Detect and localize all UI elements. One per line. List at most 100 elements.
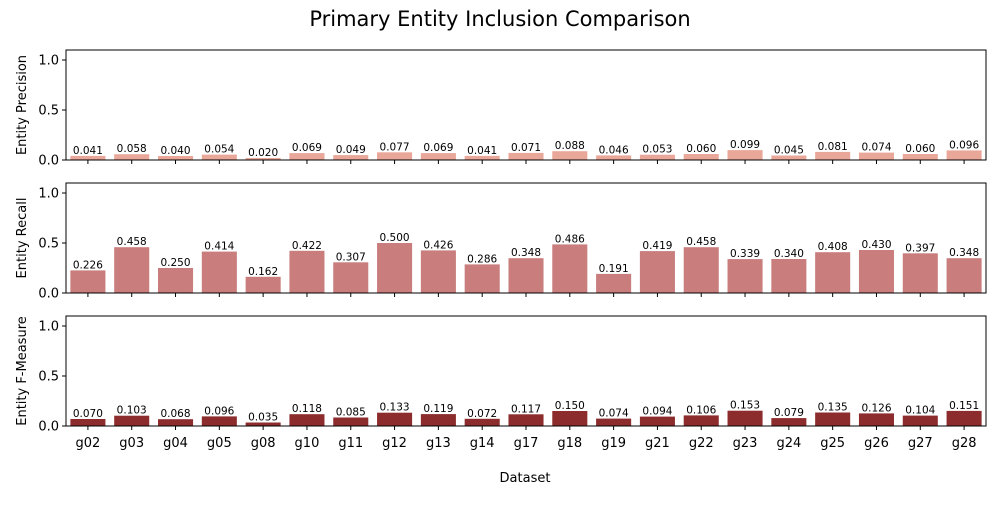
y-axis-label: Entity Precision bbox=[15, 55, 30, 155]
bar-value-label: 0.117 bbox=[511, 403, 541, 415]
bar-value-label: 0.041 bbox=[467, 145, 497, 157]
bar bbox=[946, 258, 982, 293]
bar bbox=[552, 411, 588, 426]
bar-value-label: 0.339 bbox=[730, 248, 760, 260]
bar bbox=[158, 268, 194, 293]
x-axis-label: Dataset bbox=[500, 471, 551, 486]
bar-value-label: 0.135 bbox=[818, 402, 848, 414]
y-tick-label: 0.0 bbox=[38, 154, 59, 169]
y-axis-label: Entity Recall bbox=[15, 198, 30, 279]
bar bbox=[464, 155, 500, 160]
bar-value-label: 0.103 bbox=[117, 405, 147, 417]
bar bbox=[508, 258, 544, 293]
bar-value-label: 0.414 bbox=[204, 241, 234, 253]
bar bbox=[727, 259, 763, 293]
bar bbox=[639, 154, 675, 160]
bar-value-label: 0.060 bbox=[686, 143, 716, 155]
bar-value-label: 0.126 bbox=[861, 402, 891, 414]
bar bbox=[902, 415, 938, 426]
bar-value-label: 0.085 bbox=[336, 407, 366, 419]
bar-value-label: 0.458 bbox=[686, 236, 716, 248]
bar bbox=[464, 264, 500, 293]
x-tick-label: g13 bbox=[426, 436, 451, 451]
bar-value-label: 0.072 bbox=[467, 408, 497, 420]
bar-value-label: 0.077 bbox=[380, 141, 410, 153]
bar-value-label: 0.020 bbox=[248, 147, 278, 159]
chart-title: Primary Entity Inclusion Comparison bbox=[309, 7, 690, 31]
bar bbox=[858, 250, 894, 293]
bar-value-label: 0.286 bbox=[467, 253, 497, 265]
bar bbox=[289, 414, 325, 426]
x-tick-label: g24 bbox=[776, 436, 801, 451]
bar-value-label: 0.054 bbox=[204, 144, 234, 156]
bar bbox=[377, 152, 413, 160]
bar bbox=[377, 412, 413, 426]
x-tick-label: g27 bbox=[908, 436, 933, 451]
bar bbox=[245, 276, 281, 293]
bar-value-label: 0.045 bbox=[774, 145, 804, 157]
x-tick-label: g25 bbox=[820, 436, 845, 451]
bar-value-label: 0.486 bbox=[555, 233, 585, 245]
bar bbox=[946, 410, 982, 426]
bar bbox=[596, 155, 632, 160]
x-tick-label: g28 bbox=[952, 436, 977, 451]
bar-value-label: 0.151 bbox=[949, 400, 979, 412]
bar bbox=[114, 247, 150, 293]
bar bbox=[289, 250, 325, 293]
bar bbox=[815, 151, 851, 160]
bar bbox=[858, 413, 894, 426]
bar bbox=[420, 250, 456, 293]
bar bbox=[552, 244, 588, 293]
bar-value-label: 0.250 bbox=[160, 257, 190, 269]
bar-value-label: 0.150 bbox=[555, 400, 585, 412]
bar-value-label: 0.340 bbox=[774, 248, 804, 260]
bar-value-label: 0.133 bbox=[380, 402, 410, 414]
y-tick-label: 0.5 bbox=[38, 237, 59, 252]
bar-value-label: 0.088 bbox=[555, 140, 585, 152]
bar-value-label: 0.035 bbox=[248, 412, 278, 424]
x-tick-label: g03 bbox=[119, 436, 144, 451]
bar bbox=[508, 152, 544, 160]
bar bbox=[158, 419, 194, 426]
bar-value-label: 0.070 bbox=[73, 408, 103, 420]
bar-value-label: 0.069 bbox=[292, 142, 322, 154]
bar bbox=[245, 422, 281, 426]
bar bbox=[245, 158, 281, 160]
bar bbox=[596, 273, 632, 293]
bar-value-label: 0.094 bbox=[642, 406, 672, 418]
bar bbox=[639, 251, 675, 293]
y-tick-label: 0.5 bbox=[38, 370, 59, 385]
bar bbox=[70, 155, 106, 160]
bar-value-label: 0.153 bbox=[730, 400, 760, 412]
x-tick-label: g26 bbox=[864, 436, 889, 451]
bar-value-label: 0.348 bbox=[949, 247, 979, 259]
x-tick-label: g17 bbox=[514, 436, 539, 451]
bar bbox=[727, 410, 763, 426]
bar-value-label: 0.408 bbox=[818, 241, 848, 253]
x-tick-label: g08 bbox=[251, 436, 276, 451]
bar bbox=[333, 155, 369, 160]
bar-value-label: 0.099 bbox=[730, 139, 760, 151]
bar bbox=[114, 154, 150, 160]
bar bbox=[639, 416, 675, 426]
bar-value-label: 0.500 bbox=[380, 232, 410, 244]
bar bbox=[114, 415, 150, 426]
x-tick-label: g19 bbox=[601, 436, 626, 451]
bar bbox=[333, 417, 369, 426]
bar bbox=[201, 251, 237, 293]
bar-value-label: 0.106 bbox=[686, 404, 716, 416]
bar-value-label: 0.046 bbox=[599, 144, 629, 156]
bar-value-label: 0.040 bbox=[160, 145, 190, 157]
bar-value-label: 0.119 bbox=[423, 403, 453, 415]
bar-value-label: 0.096 bbox=[204, 405, 234, 417]
x-tick-label: g05 bbox=[207, 436, 232, 451]
bar bbox=[289, 153, 325, 160]
bar bbox=[858, 152, 894, 160]
bar bbox=[683, 415, 719, 426]
bar-value-label: 0.079 bbox=[774, 407, 804, 419]
panel-2: 0.226 0.458 0.250 0.414 0.162 0.422 0.307 0.500… bbox=[15, 182, 987, 302]
bar-value-label: 0.068 bbox=[160, 408, 190, 420]
x-tick-label: g21 bbox=[645, 436, 670, 451]
bar bbox=[420, 414, 456, 426]
bar-value-label: 0.226 bbox=[73, 259, 103, 271]
